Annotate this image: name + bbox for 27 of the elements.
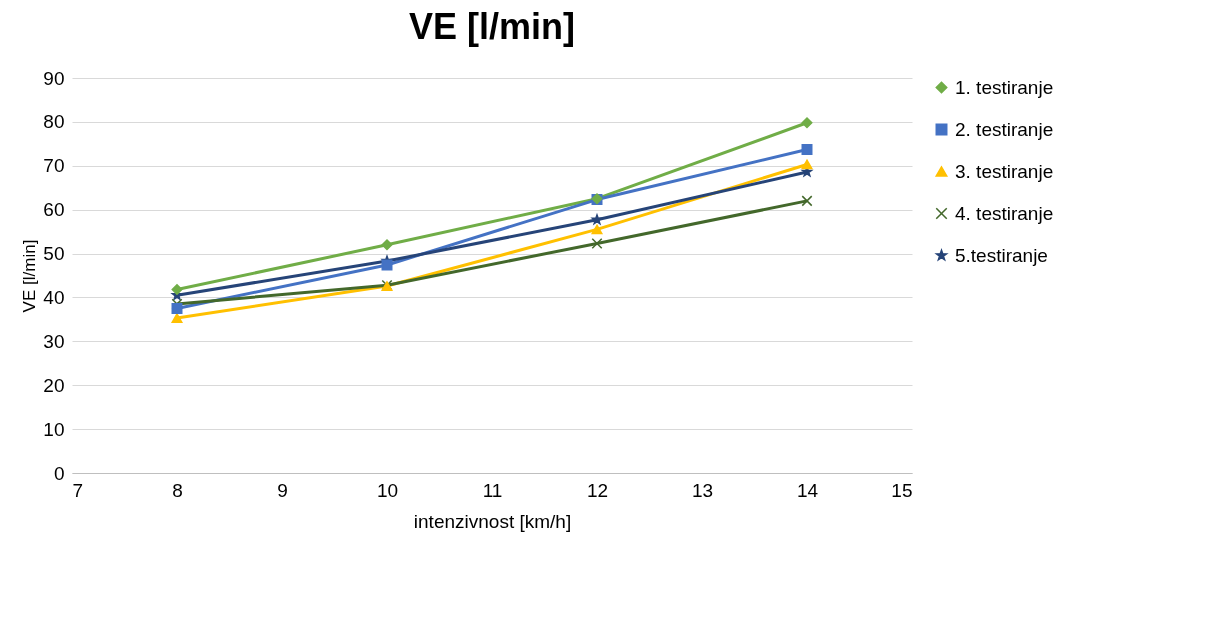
y-tick-label: 40 xyxy=(43,286,65,308)
x-tick-label: 10 xyxy=(376,479,399,501)
legend-label: 4. testiranje xyxy=(955,202,1054,224)
y-tick-label: 80 xyxy=(43,111,65,133)
chart-title: VE [l/min] xyxy=(408,6,576,47)
x-tick-label: 7 xyxy=(72,479,84,501)
x-tick-label: 14 xyxy=(796,479,819,501)
x-tick-label: 9 xyxy=(277,479,288,501)
legend-label: 3. testiranje xyxy=(955,160,1054,182)
legend-label: 5.testiranje xyxy=(955,244,1048,266)
x-tick-label: 8 xyxy=(172,479,183,501)
y-tick-label: 70 xyxy=(43,155,65,177)
y-tick-label: 20 xyxy=(43,374,65,396)
y-tick-label: 50 xyxy=(43,243,65,265)
y-tick-label: 10 xyxy=(43,418,65,440)
y-tick-label: 0 xyxy=(53,462,65,484)
x-tick-label: 11 xyxy=(482,479,503,501)
x-axis-title: intenzivnost [km/h] xyxy=(413,510,572,532)
y-tick-label: 60 xyxy=(43,199,65,221)
legend-label: 2. testiranje xyxy=(955,118,1054,140)
x-tick-label: 15 xyxy=(891,479,913,501)
x-tick-label: 13 xyxy=(691,479,714,501)
y-tick-label: 30 xyxy=(43,330,65,352)
y-axis-title: VE [l/min] xyxy=(20,239,40,313)
x-tick-label: 12 xyxy=(586,479,609,501)
y-tick-label: 90 xyxy=(43,67,65,89)
legend-label: 1. testiranje xyxy=(955,76,1054,98)
